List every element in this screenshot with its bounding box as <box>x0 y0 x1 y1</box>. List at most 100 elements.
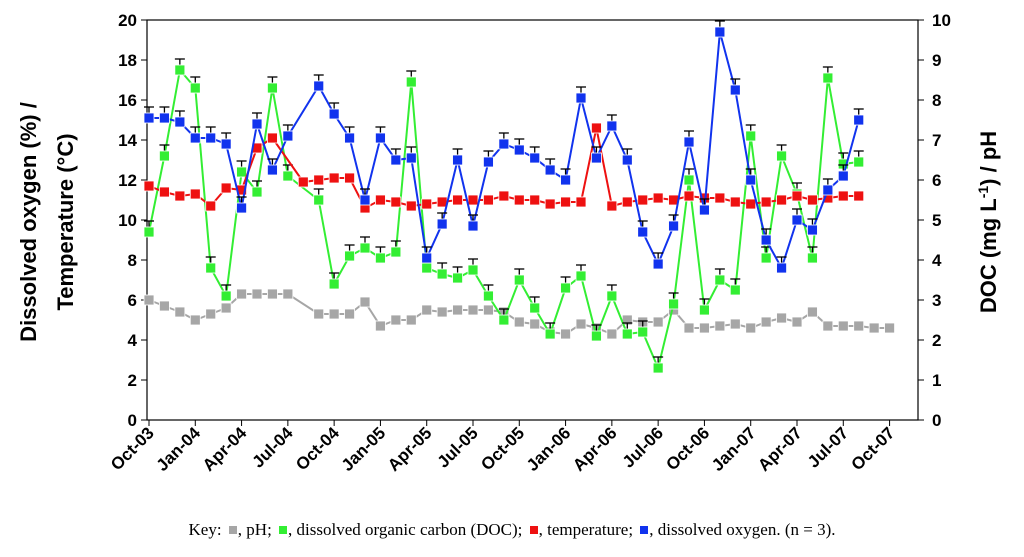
data-point-ph <box>853 320 865 332</box>
data-point-dissolved-oxygen <box>853 114 865 126</box>
data-point-ph <box>513 316 525 328</box>
data-point-doc <box>236 166 247 178</box>
data-point-ph <box>205 308 217 320</box>
data-point-doc <box>498 314 510 326</box>
series-ph <box>143 288 895 340</box>
data-point-doc <box>699 304 710 316</box>
x-axis-tick-label: Apr-04 <box>199 423 251 475</box>
data-point-temperature <box>837 190 849 202</box>
data-point-doc <box>745 130 757 142</box>
right-axis-tick-label: 6 <box>932 171 941 190</box>
data-point-doc <box>575 270 587 282</box>
data-point-dissolved-oxygen <box>174 116 186 128</box>
data-point-ph <box>606 328 618 340</box>
data-point-dissolved-oxygen <box>405 152 417 164</box>
data-point-dissolved-oxygen <box>205 132 217 144</box>
data-point-ph <box>791 316 803 328</box>
left-axis-tick-label: 18 <box>118 51 137 70</box>
legend-temperature-label: , temperature; <box>538 520 634 539</box>
data-point-temperature <box>637 194 649 206</box>
data-point-ph <box>884 322 895 334</box>
data-point-ph <box>683 322 695 334</box>
legend-dissolved-oxygen-label: , dissolved oxygen. (n = 3). <box>649 520 836 539</box>
left-axis-title-line2: Temperature (°C) <box>53 133 78 310</box>
data-point-ph <box>837 320 849 332</box>
data-point-temperature <box>328 172 340 184</box>
data-point-temperature <box>344 172 355 184</box>
data-point-ph <box>328 308 340 320</box>
data-point-doc <box>760 252 772 264</box>
x-axis-tick-label: Jul-05 <box>434 423 482 471</box>
data-point-doc <box>822 72 834 84</box>
data-point-dissolved-oxygen <box>267 164 278 176</box>
data-point-doc <box>591 330 602 342</box>
data-point-ph <box>822 320 834 332</box>
right-axis-tick-label: 8 <box>932 91 941 110</box>
data-point-doc <box>205 262 217 274</box>
data-point-temperature <box>729 196 741 208</box>
data-point-ph <box>760 316 772 328</box>
data-point-ph <box>652 316 664 328</box>
data-point-temperature <box>421 198 433 210</box>
data-point-ph <box>421 304 433 316</box>
x-axis-tick-label: Oct-04 <box>292 423 343 474</box>
data-point-doc <box>729 284 741 296</box>
data-point-temperature <box>267 132 278 144</box>
x-axis-tick-label: Apr-07 <box>754 423 806 475</box>
series-layer <box>143 20 895 374</box>
x-axis-tick-label: Jan-07 <box>708 423 760 475</box>
data-point-dissolved-oxygen <box>236 202 247 214</box>
data-point-temperature <box>652 192 664 204</box>
data-point-ph <box>776 312 787 324</box>
data-point-temperature <box>483 194 494 206</box>
data-point-temperature <box>807 194 818 206</box>
data-point-ph <box>282 288 294 300</box>
data-point-dissolved-oxygen <box>699 204 710 216</box>
left-axis-tick-label: 12 <box>118 171 137 190</box>
x-axis-tick-label: Oct-06 <box>662 423 713 474</box>
data-point-ph <box>143 294 155 306</box>
data-point-ph <box>344 308 355 320</box>
data-point-ph <box>467 304 479 316</box>
data-point-temperature <box>621 196 633 208</box>
data-point-temperature <box>467 194 479 206</box>
data-point-temperature <box>189 188 201 200</box>
series-line-temperature <box>148 127 859 210</box>
data-point-dissolved-oxygen <box>282 130 294 142</box>
data-point-dissolved-oxygen <box>837 170 849 182</box>
data-point-dissolved-oxygen <box>467 220 479 232</box>
right-axis-tick-label: 3 <box>932 291 941 310</box>
data-point-dissolved-oxygen <box>683 136 695 148</box>
data-point-temperature <box>606 200 618 212</box>
x-axis-tick-label: Jan-06 <box>523 423 575 475</box>
data-point-dissolved-oxygen <box>359 194 371 206</box>
data-point-doc <box>436 268 448 280</box>
series-line-dissolved-oxygen <box>149 31 860 271</box>
data-point-temperature <box>405 200 417 212</box>
data-point-dissolved-oxygen <box>498 138 510 150</box>
data-point-ph <box>529 318 541 330</box>
data-point-temperature <box>776 194 787 206</box>
data-point-doc <box>467 264 479 276</box>
data-point-ph <box>375 320 386 332</box>
data-point-dissolved-oxygen <box>760 234 772 246</box>
data-point-doc <box>513 274 525 286</box>
data-point-ph <box>729 318 741 330</box>
data-point-doc <box>390 246 402 258</box>
data-point-temperature <box>853 190 865 202</box>
data-point-ph <box>359 296 371 308</box>
data-point-temperature <box>513 194 525 206</box>
data-point-temperature <box>544 198 556 210</box>
data-point-ph <box>745 322 757 334</box>
data-point-ph <box>236 288 247 300</box>
data-point-temperature <box>529 194 541 206</box>
data-point-doc <box>189 82 201 94</box>
data-point-doc <box>405 76 417 88</box>
data-point-doc <box>375 252 386 264</box>
legend-dissolved-oxygen-swatch <box>640 526 649 534</box>
right-axis-tick-label: 2 <box>932 331 941 350</box>
data-point-ph <box>313 308 325 320</box>
data-point-temperature <box>297 176 309 188</box>
x-axis-tick-label: Jan-05 <box>338 423 390 475</box>
